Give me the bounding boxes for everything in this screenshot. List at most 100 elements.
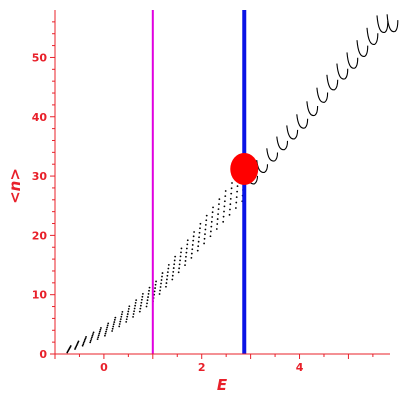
data-point bbox=[161, 272, 164, 274]
data-point bbox=[217, 208, 220, 211]
data-hook-curve bbox=[326, 74, 339, 91]
data-point bbox=[167, 267, 170, 270]
data-point bbox=[134, 304, 137, 307]
x-tick-label: 0 bbox=[100, 361, 108, 374]
data-point bbox=[159, 286, 162, 288]
data-point bbox=[199, 222, 202, 225]
data-point bbox=[217, 213, 219, 216]
data-point bbox=[106, 326, 109, 329]
data-point bbox=[190, 252, 193, 255]
data-point bbox=[111, 330, 114, 332]
data-point bbox=[171, 274, 174, 277]
data-point bbox=[96, 338, 99, 341]
data-point bbox=[107, 322, 110, 325]
data-point bbox=[172, 270, 175, 273]
data-hook-curve bbox=[286, 125, 299, 140]
data-point bbox=[97, 336, 100, 339]
data-point bbox=[154, 287, 156, 289]
data-point bbox=[118, 325, 121, 328]
data-point bbox=[154, 283, 157, 286]
data-point bbox=[172, 267, 175, 269]
data-point bbox=[198, 236, 200, 239]
data-point bbox=[192, 239, 195, 242]
data-point bbox=[99, 328, 102, 331]
x-tick-label: 2 bbox=[198, 361, 206, 374]
data-point bbox=[142, 292, 144, 295]
data-point bbox=[92, 331, 95, 334]
data-point bbox=[69, 345, 72, 347]
data-point bbox=[126, 315, 129, 318]
data-hook-curve bbox=[296, 114, 309, 129]
data-point bbox=[184, 264, 186, 266]
data-point bbox=[81, 344, 84, 347]
data-point bbox=[223, 200, 226, 203]
x-tick-label: 4 bbox=[296, 361, 304, 374]
data-point bbox=[199, 227, 201, 230]
data-point bbox=[147, 296, 149, 298]
data-point bbox=[179, 259, 181, 262]
data-hook-curve bbox=[356, 40, 369, 57]
data-point bbox=[147, 293, 150, 295]
data-point bbox=[111, 327, 114, 330]
data-point bbox=[126, 313, 129, 315]
data-point bbox=[174, 255, 177, 258]
data-point bbox=[167, 263, 170, 266]
data-point bbox=[104, 334, 106, 337]
data-point bbox=[89, 341, 92, 344]
data-point bbox=[204, 223, 207, 226]
data-point bbox=[82, 341, 85, 344]
data-point bbox=[223, 205, 226, 208]
data-point bbox=[140, 298, 143, 301]
data-point bbox=[158, 293, 161, 295]
data-point bbox=[113, 321, 116, 323]
data-point bbox=[100, 327, 102, 329]
data-point bbox=[177, 271, 180, 274]
data-point bbox=[112, 325, 115, 328]
data-point bbox=[180, 247, 183, 250]
data-point bbox=[105, 330, 107, 333]
data-point bbox=[85, 335, 87, 338]
data-point bbox=[118, 323, 121, 325]
data-point bbox=[203, 242, 206, 245]
data-point bbox=[84, 338, 86, 341]
data-point bbox=[121, 310, 124, 313]
data-point bbox=[185, 251, 188, 254]
data-point bbox=[138, 310, 141, 313]
data-point bbox=[89, 339, 92, 342]
data-point bbox=[134, 302, 137, 304]
data-point bbox=[166, 274, 169, 277]
data-point bbox=[215, 228, 218, 230]
data-point bbox=[114, 316, 117, 319]
data-point bbox=[180, 251, 182, 254]
data-point bbox=[98, 332, 101, 335]
data-point bbox=[125, 318, 128, 321]
data-point bbox=[105, 328, 108, 331]
data-hook-curve bbox=[386, 14, 399, 33]
data-point bbox=[161, 275, 163, 278]
data-point bbox=[185, 247, 188, 250]
data-point bbox=[196, 249, 199, 252]
data-point bbox=[210, 225, 213, 228]
data-point bbox=[210, 220, 213, 223]
data-point bbox=[128, 305, 131, 308]
y-tick-label: 30 bbox=[32, 170, 48, 183]
data-point bbox=[120, 315, 123, 318]
data-point bbox=[166, 271, 169, 274]
data-point bbox=[104, 332, 107, 335]
data-hook-curve bbox=[276, 136, 289, 151]
data-point bbox=[234, 207, 237, 209]
data-point bbox=[140, 301, 143, 304]
data-point bbox=[92, 333, 94, 335]
data-point bbox=[133, 310, 136, 313]
data-point bbox=[218, 203, 220, 206]
data-point bbox=[205, 219, 208, 222]
data-point bbox=[77, 340, 80, 343]
data-point bbox=[191, 244, 194, 246]
data-point bbox=[127, 310, 130, 313]
data-hook-curve bbox=[376, 15, 389, 33]
data-point bbox=[112, 323, 115, 326]
data-point bbox=[106, 324, 109, 327]
data-point bbox=[230, 187, 233, 190]
data-point bbox=[204, 228, 207, 231]
